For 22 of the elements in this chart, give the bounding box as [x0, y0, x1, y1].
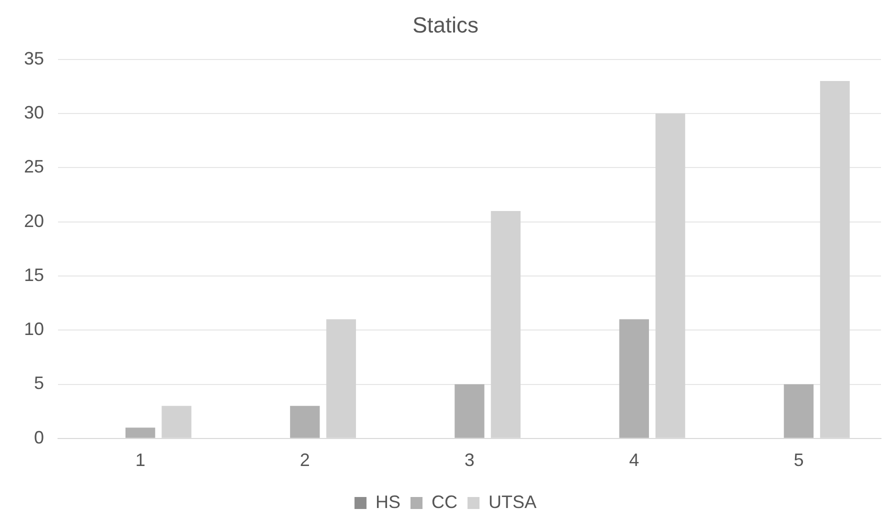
legend-label: HS	[375, 492, 401, 512]
y-tick-label: 15	[24, 264, 44, 285]
bar	[290, 406, 320, 438]
bar	[125, 428, 156, 438]
y-tick-label: 20	[24, 210, 44, 231]
x-tick-label: 2	[300, 450, 310, 470]
y-tick-label: 25	[24, 156, 44, 177]
x-tick-label: 1	[135, 450, 146, 470]
legend-label: CC	[432, 492, 458, 512]
y-tick-label: 0	[34, 427, 44, 448]
y-tick-label: 35	[24, 48, 44, 68]
bar	[454, 384, 484, 438]
y-tick-label: 10	[24, 319, 44, 340]
x-tick-label: 5	[794, 450, 804, 470]
bar	[619, 319, 649, 438]
x-tick-label: 3	[464, 450, 475, 470]
chart-title: Statics	[412, 12, 479, 38]
y-tick-label: 30	[24, 102, 44, 123]
bar	[784, 384, 814, 438]
x-tick-label: 4	[629, 450, 640, 470]
y-tick-label: 5	[34, 373, 44, 394]
legend-label: UTSA	[488, 492, 537, 512]
